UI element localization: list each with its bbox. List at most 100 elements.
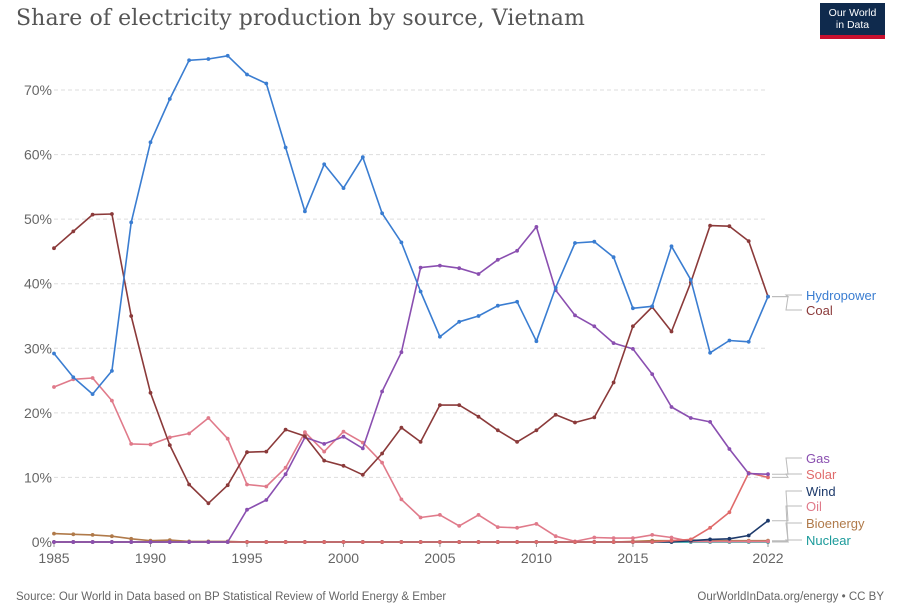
data-point-coal[interactable] [283, 427, 288, 432]
legend-label-nuclear[interactable]: Nuclear [806, 533, 851, 548]
data-point-coal[interactable] [206, 501, 211, 506]
data-point-gas[interactable] [592, 324, 597, 329]
data-point-solar[interactable] [283, 540, 288, 544]
data-point-hydropower[interactable] [206, 57, 211, 61]
data-point-oil[interactable] [187, 431, 192, 436]
data-point-oil[interactable] [52, 385, 56, 389]
legend-solar[interactable]: Solar [772, 467, 837, 482]
data-point-hydropower[interactable] [283, 145, 288, 150]
legend-coal[interactable]: Coal [772, 296, 833, 318]
data-point-solar[interactable] [457, 540, 462, 544]
data-point-oil[interactable] [476, 513, 481, 517]
data-point-coal[interactable] [457, 403, 462, 407]
data-point-oil[interactable] [592, 535, 597, 540]
data-point-coal[interactable] [322, 458, 327, 463]
data-point-hydropower[interactable] [399, 240, 404, 245]
legend-label-solar[interactable]: Solar [806, 467, 837, 482]
data-point-hydropower[interactable] [592, 239, 597, 244]
data-point-coal[interactable] [167, 443, 172, 447]
data-point-coal[interactable] [631, 324, 635, 329]
data-point-solar[interactable] [380, 540, 384, 544]
data-point-oil[interactable] [225, 436, 230, 441]
owid-logo[interactable]: Our World in Data [820, 3, 885, 39]
data-point-oil[interactable] [245, 482, 249, 487]
data-point-hydropower[interactable] [264, 81, 269, 86]
data-point-solar[interactable] [669, 538, 674, 543]
data-point-coal[interactable] [727, 224, 732, 229]
data-point-solar[interactable] [573, 540, 577, 544]
data-point-solar[interactable] [708, 525, 712, 530]
data-point-coal[interactable] [225, 483, 230, 488]
data-point-gas[interactable] [148, 540, 153, 544]
data-point-coal[interactable] [669, 329, 674, 334]
data-point-coal[interactable] [495, 428, 500, 433]
data-point-gas[interactable] [110, 540, 114, 544]
data-point-oil[interactable] [129, 442, 134, 446]
series-line-wind[interactable] [54, 520, 769, 543]
data-point-hydropower[interactable] [573, 241, 577, 245]
data-point-solar[interactable] [727, 510, 732, 515]
data-point-gas[interactable] [515, 248, 519, 253]
data-point-solar[interactable] [631, 540, 635, 544]
data-point-wind[interactable] [727, 536, 732, 541]
data-point-gas[interactable] [746, 471, 751, 476]
data-point-oil[interactable] [727, 539, 732, 544]
data-point-solar[interactable] [322, 540, 327, 544]
series-line-coal[interactable] [53, 213, 769, 505]
data-point-oil[interactable] [438, 513, 442, 517]
data-point-bioenergy[interactable] [129, 536, 134, 541]
data-point-oil[interactable] [534, 522, 539, 526]
data-point-coal[interactable] [534, 428, 539, 433]
data-point-coal[interactable] [592, 415, 597, 420]
data-point-solar[interactable] [553, 540, 558, 544]
data-point-hydropower[interactable] [187, 58, 192, 63]
data-point-coal[interactable] [746, 239, 751, 244]
data-point-gas[interactable] [631, 347, 635, 351]
data-point-gas[interactable] [688, 416, 693, 420]
data-point-oil[interactable] [322, 449, 327, 454]
legend-bioenergy[interactable]: Bioenergy [772, 516, 865, 542]
data-point-solar[interactable] [341, 540, 346, 544]
data-point-gas[interactable] [206, 540, 211, 544]
data-point-solar[interactable] [476, 540, 481, 544]
data-point-hydropower[interactable] [167, 97, 172, 101]
data-point-solar[interactable] [766, 475, 770, 480]
source-note[interactable]: Source: Our World in Data based on BP St… [16, 591, 447, 603]
data-point-hydropower[interactable] [688, 277, 693, 282]
data-point-hydropower[interactable] [611, 255, 616, 260]
series-oil[interactable] [52, 376, 770, 544]
data-point-oil[interactable] [110, 398, 114, 403]
data-point-oil[interactable] [341, 429, 346, 434]
data-point-hydropower[interactable] [669, 244, 674, 249]
series-line-hydropower[interactable] [53, 54, 769, 395]
data-point-oil[interactable] [515, 525, 519, 530]
data-point-oil[interactable] [380, 460, 384, 465]
data-point-hydropower[interactable] [71, 375, 76, 380]
data-point-oil[interactable] [206, 416, 211, 420]
data-point-gas[interactable] [380, 389, 384, 394]
data-point-coal[interactable] [438, 403, 442, 407]
data-point-coal[interactable] [708, 223, 712, 228]
data-point-solar[interactable] [688, 537, 693, 542]
data-point-solar[interactable] [245, 540, 249, 544]
data-point-solar[interactable] [611, 540, 616, 544]
data-point-oil[interactable] [631, 536, 635, 540]
data-point-solar[interactable] [495, 540, 500, 544]
data-point-coal[interactable] [71, 229, 76, 234]
data-point-hydropower[interactable] [380, 211, 384, 216]
data-point-gas[interactable] [476, 272, 481, 276]
data-point-hydropower[interactable] [708, 350, 712, 355]
legend-label-gas[interactable]: Gas [806, 451, 830, 466]
data-point-hydropower[interactable] [727, 338, 732, 343]
data-point-solar[interactable] [303, 540, 307, 544]
data-point-hydropower[interactable] [746, 339, 751, 344]
data-point-oil[interactable] [90, 376, 95, 380]
data-point-oil[interactable] [669, 535, 674, 540]
legend-label-oil[interactable]: Oil [806, 499, 822, 514]
data-point-solar[interactable] [592, 540, 597, 544]
data-point-solar[interactable] [360, 540, 365, 544]
license-link[interactable]: OurWorldInData.org/energy • CC BY [697, 591, 884, 603]
data-point-bioenergy[interactable] [52, 531, 56, 536]
data-point-coal[interactable] [380, 451, 384, 456]
data-point-hydropower[interactable] [476, 314, 481, 318]
